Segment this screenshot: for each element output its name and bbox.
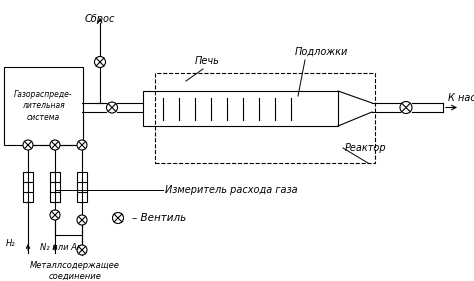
Circle shape <box>77 215 87 225</box>
Text: Металлсодержащее
соединение: Металлсодержащее соединение <box>30 261 120 280</box>
Circle shape <box>107 102 118 113</box>
Bar <box>23 172 33 202</box>
Bar <box>77 172 87 202</box>
Circle shape <box>112 212 124 223</box>
Circle shape <box>77 140 87 150</box>
Text: Сброс: Сброс <box>85 14 115 24</box>
Circle shape <box>50 210 60 220</box>
Text: H₂: H₂ <box>6 239 16 248</box>
Circle shape <box>23 140 33 150</box>
Circle shape <box>77 245 87 255</box>
Circle shape <box>94 56 106 67</box>
Text: Подложки: Подложки <box>295 47 348 57</box>
Bar <box>50 172 60 202</box>
Text: Печь: Печь <box>195 56 220 66</box>
Circle shape <box>400 101 412 114</box>
Bar <box>4 67 83 145</box>
Text: – Вентиль: – Вентиль <box>132 213 186 223</box>
Text: N₂ или Ar: N₂ или Ar <box>40 244 81 253</box>
Bar <box>155 73 375 163</box>
Circle shape <box>50 140 60 150</box>
Text: Реактор: Реактор <box>345 143 387 153</box>
Text: Измеритель расхода газа: Измеритель расхода газа <box>165 185 298 195</box>
Text: Газораспреде-
лительная
система: Газораспреде- лительная система <box>14 90 73 122</box>
Bar <box>143 91 338 126</box>
Text: К насосу: К насосу <box>448 93 474 103</box>
